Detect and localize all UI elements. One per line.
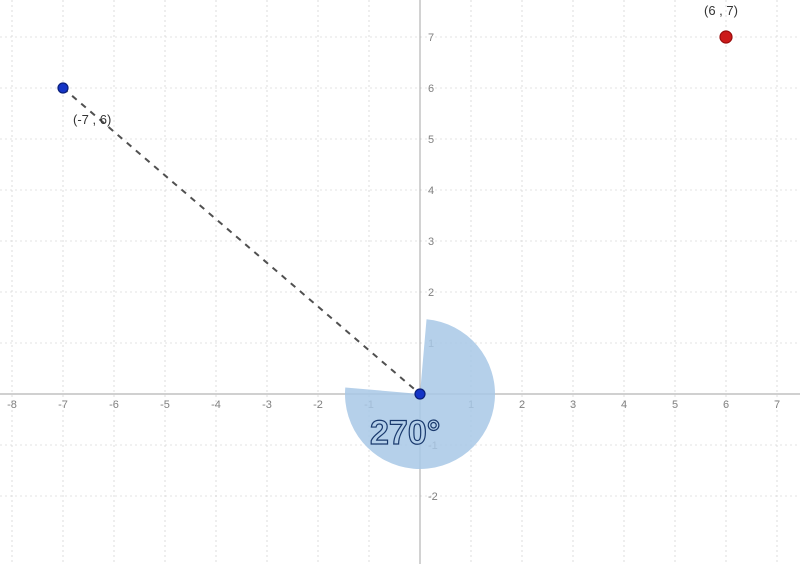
svg-text:5: 5 — [428, 134, 434, 146]
svg-text:3: 3 — [570, 399, 576, 411]
plot-point — [720, 31, 732, 43]
axes — [0, 0, 800, 564]
svg-text:3: 3 — [428, 236, 434, 248]
svg-text:6: 6 — [428, 83, 434, 95]
svg-text:-5: -5 — [160, 399, 170, 411]
angle-label-text: 270° — [370, 414, 440, 452]
point-labels: (-7 , 6) (6 , 7) — [73, 3, 738, 127]
point-label: (6 , 7) — [704, 3, 738, 18]
plot-point — [58, 83, 68, 93]
svg-text:7: 7 — [774, 399, 780, 411]
svg-text:4: 4 — [621, 399, 627, 411]
grid — [0, 0, 800, 564]
svg-text:-6: -6 — [109, 399, 119, 411]
svg-text:6: 6 — [723, 399, 729, 411]
svg-text:-2: -2 — [428, 491, 438, 503]
svg-text:-4: -4 — [211, 399, 221, 411]
svg-text:5: 5 — [672, 399, 678, 411]
angle-label: 270° — [370, 414, 440, 452]
svg-text:4: 4 — [428, 185, 434, 197]
svg-text:-3: -3 — [262, 399, 272, 411]
points — [58, 31, 732, 399]
svg-text:2: 2 — [519, 399, 525, 411]
svg-text:7: 7 — [428, 32, 434, 44]
coordinate-plane: -8-7-6-5-4-3-2-11234567-2-112345678 (-7 … — [0, 0, 800, 564]
svg-text:-8: -8 — [7, 399, 17, 411]
svg-text:-7: -7 — [58, 399, 68, 411]
svg-text:2: 2 — [428, 287, 434, 299]
svg-text:-2: -2 — [313, 399, 323, 411]
point-label: (-7 , 6) — [73, 112, 111, 127]
